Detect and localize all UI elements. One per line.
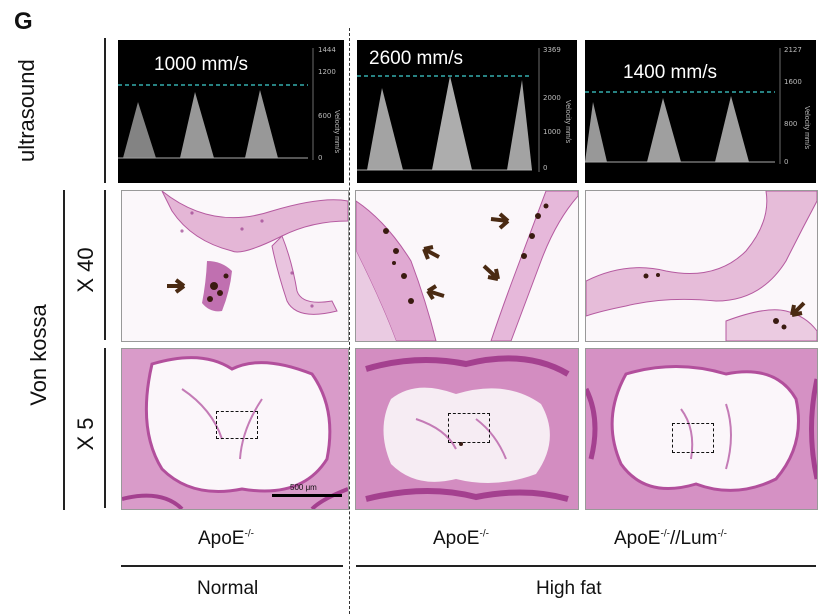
histology-image-x40-3 <box>586 191 817 341</box>
high-fat-group-line <box>356 565 816 567</box>
von-kossa-bracket-line <box>63 190 65 510</box>
von-kossa-x5-panel-2 <box>355 348 579 510</box>
von-kossa-x40-panel-3 <box>585 190 818 342</box>
row-label-ultrasound: ultrasound <box>14 59 39 162</box>
genotype-1-base: ApoE <box>198 528 245 549</box>
ultrasound-panel-2: 2600 mm/s 3369 2000 1000 0 Velocity mm/s <box>357 40 577 183</box>
tick-2-c: 1000 <box>543 128 561 136</box>
von-kossa-x40-panel-2 <box>355 190 579 342</box>
tick-2-b: 2000 <box>543 94 561 102</box>
ultrasound-bracket-line <box>104 38 106 183</box>
diet-label-high-fat: High fat <box>536 578 602 599</box>
diet-divider-dashed <box>349 28 350 614</box>
velocity-label-2: 2600 mm/s <box>369 48 463 69</box>
von-kossa-x5-panel-3 <box>585 348 818 510</box>
von-kossa-x5-panel-1: 500 μm <box>121 348 349 510</box>
genotype-label-1: ApoE-/- <box>198 528 254 550</box>
doppler-waveform-1 <box>118 48 314 160</box>
genotype-3-suffix: //Lum <box>669 528 718 549</box>
scale-bar-label: 500 μm <box>290 483 317 492</box>
genotype-3-sup2: -/- <box>717 528 727 540</box>
panel-letter: G <box>14 8 33 35</box>
velocity-label-1: 1000 mm/s <box>154 54 248 75</box>
row-label-von-kossa: Von kossa <box>26 304 51 406</box>
roi-box-3 <box>672 423 714 453</box>
tick-1-c: 600 <box>318 112 332 120</box>
genotype-1-sup: -/- <box>244 528 254 540</box>
genotype-3-base: ApoE <box>614 528 661 549</box>
histology-image-x5-1 <box>122 349 348 509</box>
ultrasound-panel-1: 1000 mm/s 1444 1200 600 0 Velocity mm/s <box>118 40 344 183</box>
histology-image-x5-3 <box>586 349 817 509</box>
genotype-2-base: ApoE <box>433 528 480 549</box>
genotype-label-2: ApoE-/- <box>433 528 489 550</box>
genotype-label-3: ApoE-/-//Lum-/- <box>614 528 727 550</box>
axis-title-2: Velocity mm/s <box>564 100 571 144</box>
von-kossa-x40-panel-1 <box>121 190 349 342</box>
roi-box-1 <box>216 411 258 439</box>
tick-3-d: 0 <box>784 158 789 166</box>
roi-box-2 <box>448 413 490 443</box>
tick-2-d: 0 <box>543 164 548 172</box>
genotype-2-sup: -/- <box>479 528 489 540</box>
histology-image-x40-2 <box>356 191 578 341</box>
tick-3-c: 800 <box>784 120 798 128</box>
row-label-x40: X 40 <box>73 247 98 293</box>
tick-3-b: 1600 <box>784 78 802 86</box>
doppler-waveform-3 <box>585 48 781 164</box>
ultrasound-panel-3: 1400 mm/s 2127 1600 800 0 Velocity mm/s <box>585 40 816 183</box>
tick-3-a: 2127 <box>784 46 802 54</box>
x40-bracket-line <box>104 190 106 340</box>
tick-1-b: 1200 <box>318 68 336 76</box>
row-label-x5: X 5 <box>73 417 98 451</box>
doppler-waveform-2 <box>357 48 540 172</box>
diet-label-normal: Normal <box>197 578 259 599</box>
tick-1-a: 1444 <box>318 46 336 54</box>
histology-image-x5-2 <box>356 349 578 509</box>
velocity-label-3: 1400 mm/s <box>623 62 717 83</box>
normal-group-line <box>121 565 343 567</box>
x5-bracket-line <box>104 348 106 508</box>
histology-image-x40-1 <box>161 191 348 315</box>
genotype-3-sup: -/- <box>660 528 670 540</box>
scale-bar <box>272 494 342 497</box>
axis-title-1: Velocity mm/s <box>333 110 340 154</box>
axis-title-3: Velocity mm/s <box>803 106 810 150</box>
tick-1-d: 0 <box>318 154 323 162</box>
tick-2-a: 3369 <box>543 46 561 54</box>
